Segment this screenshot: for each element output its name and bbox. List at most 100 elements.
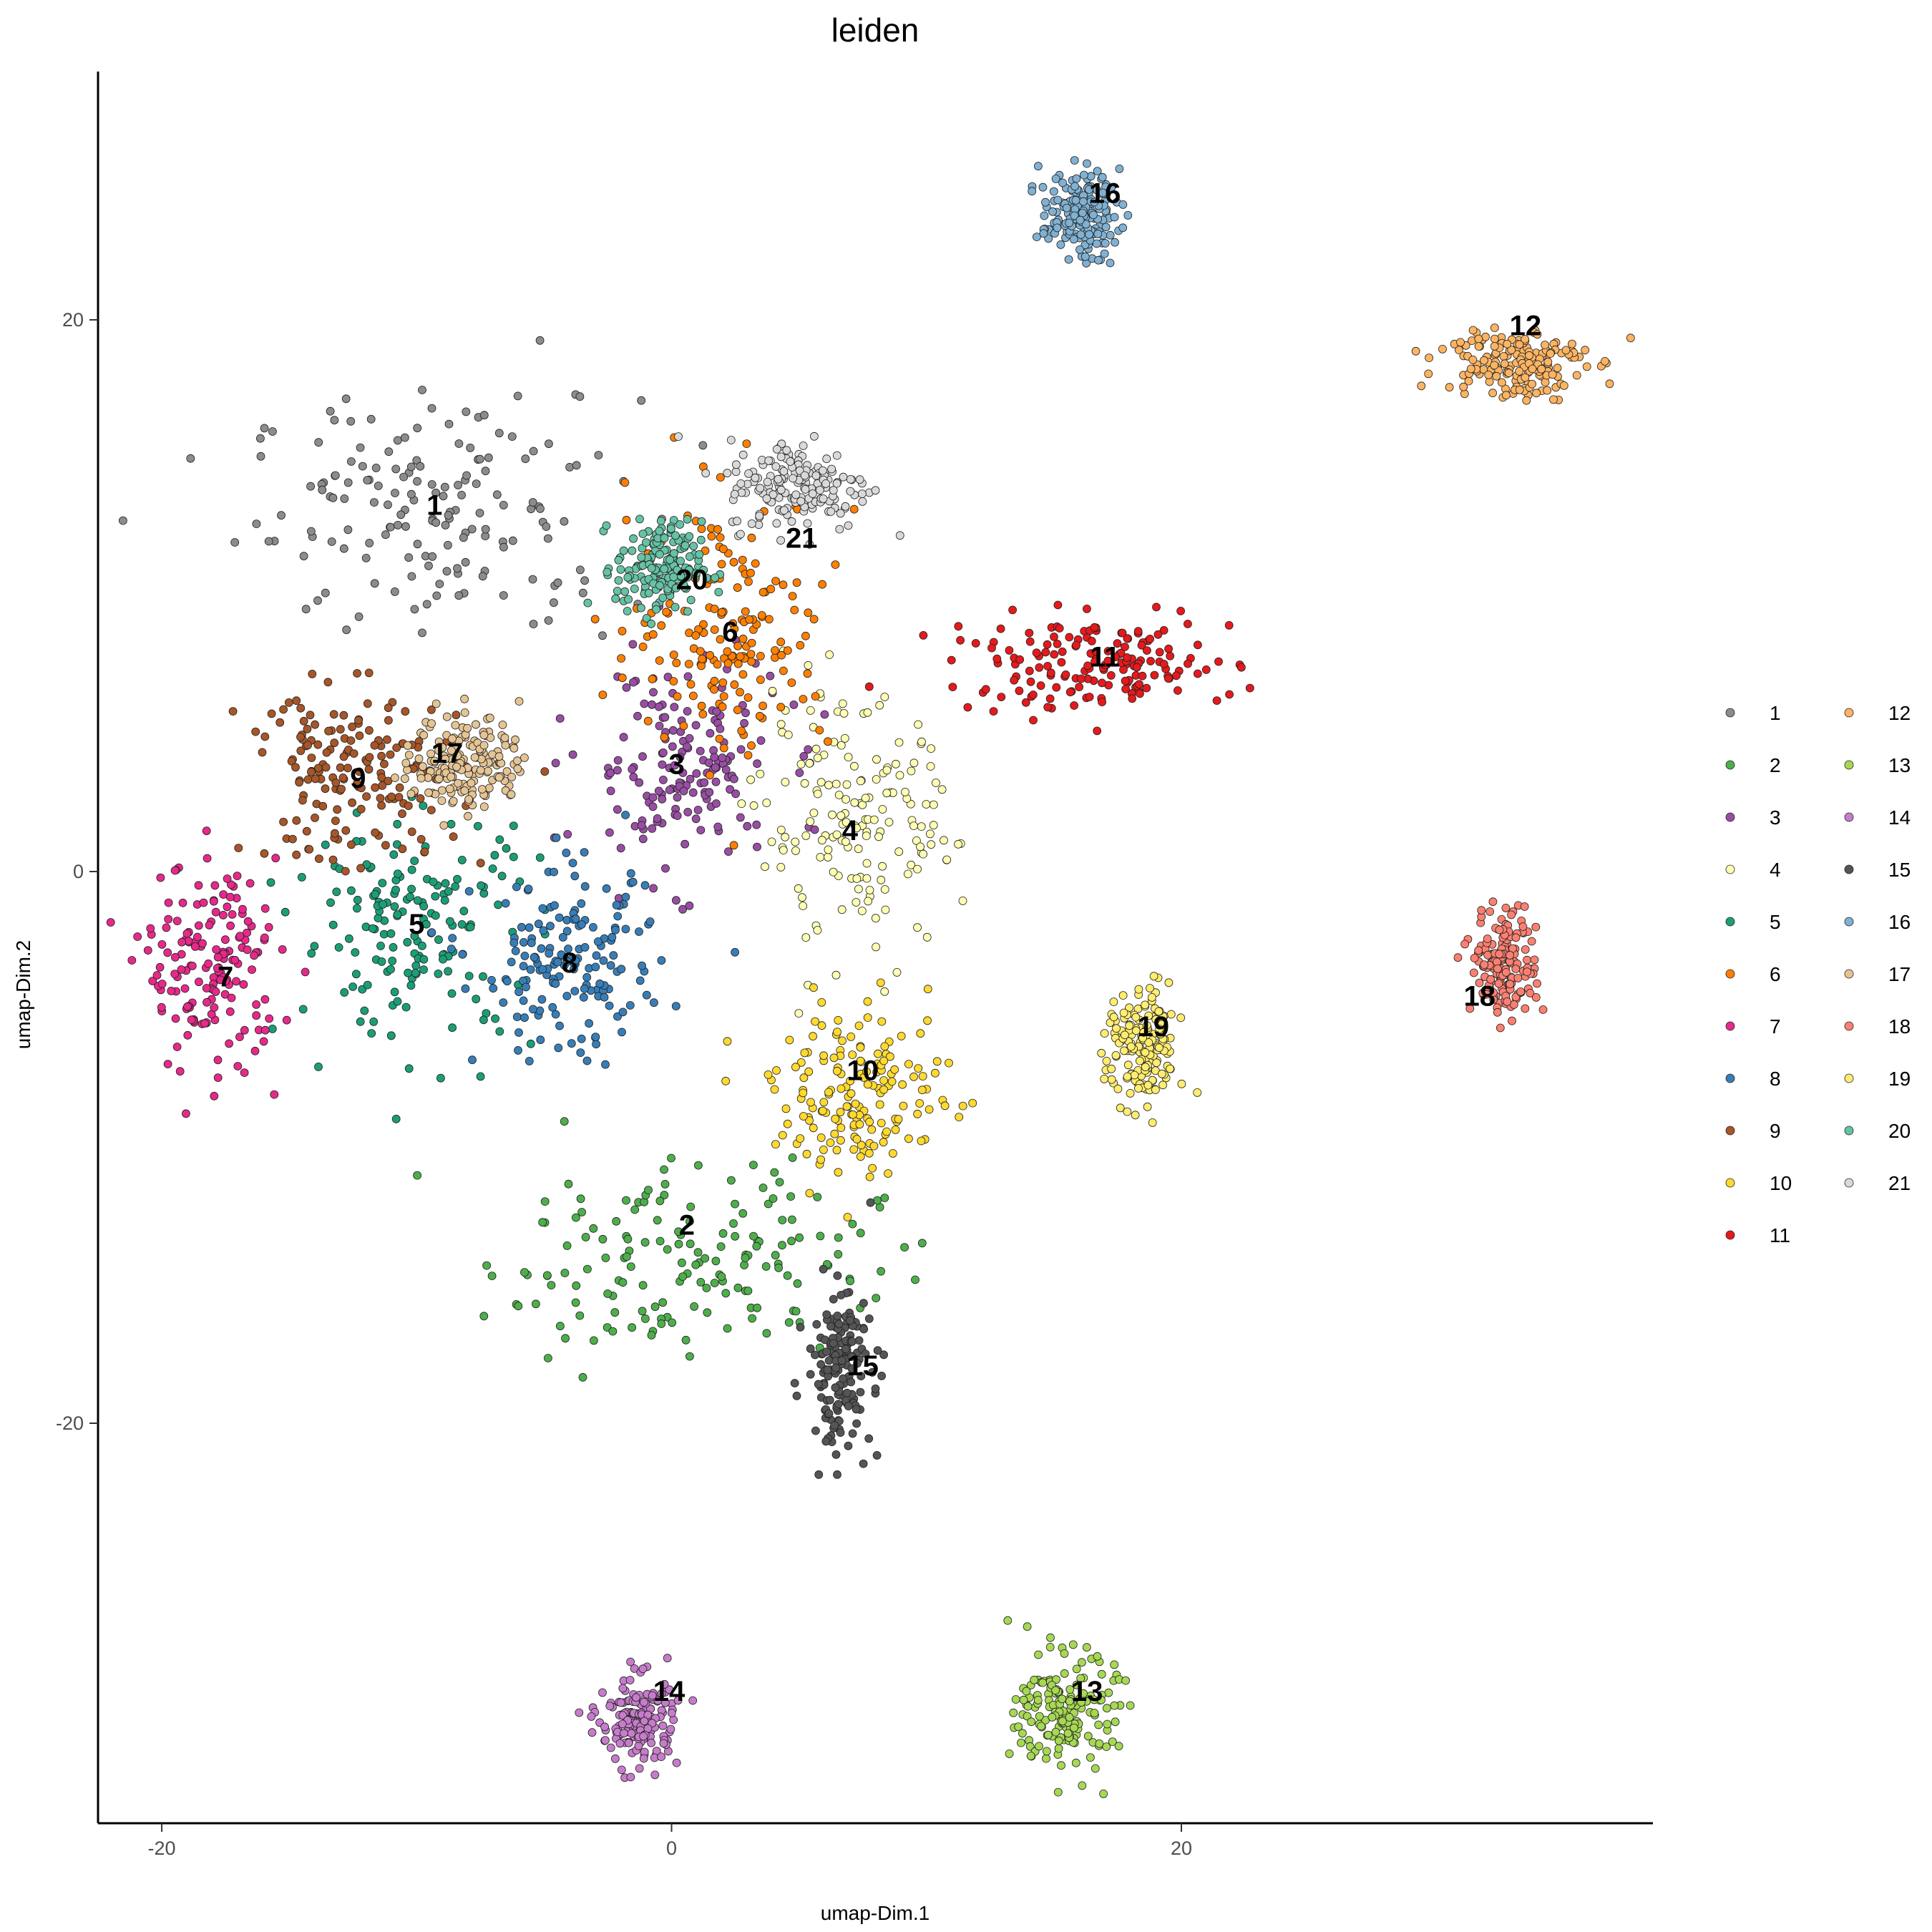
scatter-point — [811, 471, 821, 480]
scatter-point — [275, 718, 285, 727]
scatter-point — [1123, 1060, 1133, 1070]
scatter-point — [580, 848, 589, 857]
scatter-point — [454, 591, 464, 600]
scatter-point — [1039, 229, 1048, 238]
scatter-point — [749, 1161, 758, 1169]
scatter-point — [440, 482, 449, 492]
scatter-point — [765, 615, 774, 624]
legend-swatch — [1725, 1021, 1735, 1031]
scatter-point — [929, 800, 938, 809]
scatter-point — [487, 976, 496, 985]
scatter-point — [464, 811, 472, 821]
scatter-point — [460, 694, 469, 703]
scatter-point — [1053, 1787, 1063, 1797]
scatter-point — [686, 1202, 696, 1211]
scatter-point — [1520, 902, 1529, 911]
scatter-point — [502, 844, 511, 853]
scatter-point — [277, 511, 286, 520]
scatter-point — [403, 766, 411, 774]
scatter-point — [1525, 351, 1534, 360]
scatter-point — [384, 716, 393, 725]
scatter-point — [568, 750, 577, 759]
scatter-point — [691, 631, 701, 640]
scatter-point — [635, 778, 644, 787]
scatter-point — [723, 469, 732, 478]
scatter-point — [795, 769, 804, 777]
scatter-point — [180, 984, 190, 993]
scatter-point — [753, 1303, 761, 1312]
scatter-point — [514, 697, 524, 706]
scatter-point — [1054, 1744, 1063, 1753]
scatter-point — [674, 1239, 683, 1249]
scatter-point — [832, 1066, 841, 1075]
scatter-point — [789, 474, 797, 483]
scatter-point — [1054, 1736, 1063, 1745]
scatter-point — [823, 1365, 832, 1375]
scatter-point — [363, 980, 372, 990]
scatter-point — [580, 576, 589, 585]
scatter-point — [590, 1336, 598, 1345]
scatter-point — [958, 897, 967, 905]
scatter-point — [358, 462, 367, 471]
scatter-point — [624, 595, 633, 604]
scatter-point — [1146, 984, 1154, 992]
scatter-point — [210, 1091, 219, 1101]
scatter-point — [628, 765, 637, 774]
legend-swatch — [1725, 1178, 1735, 1188]
series-12-points — [1411, 323, 1635, 405]
scatter-point — [205, 921, 214, 930]
scatter-point — [788, 1153, 797, 1162]
cluster-label-15: 15 — [847, 1350, 879, 1382]
scatter-point — [544, 616, 553, 625]
scatter-point — [834, 1233, 843, 1242]
scatter-point — [806, 706, 815, 715]
scatter-point — [442, 712, 452, 721]
scatter-point — [501, 741, 510, 750]
y-tick-label: -20 — [56, 1413, 84, 1434]
series-7-points — [106, 826, 310, 1118]
scatter-point — [1136, 1056, 1144, 1065]
scatter-point — [308, 670, 317, 678]
scatter-point — [1029, 716, 1038, 725]
scatter-point — [444, 887, 453, 896]
scatter-point — [852, 898, 861, 907]
scatter-point — [1086, 1753, 1095, 1762]
scatter-point — [225, 1039, 234, 1048]
scatter-point — [466, 444, 475, 452]
scatter-point — [411, 961, 421, 970]
scatter-point — [444, 511, 453, 519]
scatter-point — [877, 1372, 886, 1380]
scatter-point — [436, 1073, 445, 1083]
scatter-point — [279, 817, 288, 826]
scatter-point — [889, 1149, 897, 1158]
scatter-point — [544, 1354, 552, 1362]
scatter-point — [331, 471, 340, 480]
scatter-point — [1064, 255, 1073, 264]
scatter-point — [1481, 332, 1490, 341]
scatter-point — [1097, 1048, 1106, 1058]
scatter-point — [453, 751, 462, 760]
scatter-point — [833, 1470, 841, 1479]
scatter-point — [341, 394, 351, 404]
scatter-point — [623, 1234, 633, 1244]
scatter-point — [514, 1302, 523, 1311]
scatter-point — [657, 1752, 665, 1762]
scatter-point — [712, 799, 721, 808]
scatter-point — [210, 881, 220, 890]
scatter-point — [371, 783, 380, 792]
scatter-point — [770, 1168, 779, 1177]
scatter-point — [733, 641, 742, 650]
scatter-point — [477, 785, 487, 794]
scatter-point — [672, 896, 680, 905]
scatter-point — [555, 913, 564, 922]
legend-item-7: 7 — [1725, 1015, 1781, 1038]
scatter-point — [731, 789, 740, 799]
scatter-point — [795, 1233, 804, 1242]
scatter-point — [932, 1057, 942, 1066]
scatter-point — [306, 711, 315, 720]
scatter-point — [536, 504, 545, 513]
scatter-point — [825, 1395, 834, 1405]
scatter-point — [819, 1106, 827, 1116]
scatter-point — [919, 631, 928, 640]
scatter-point — [260, 424, 269, 433]
